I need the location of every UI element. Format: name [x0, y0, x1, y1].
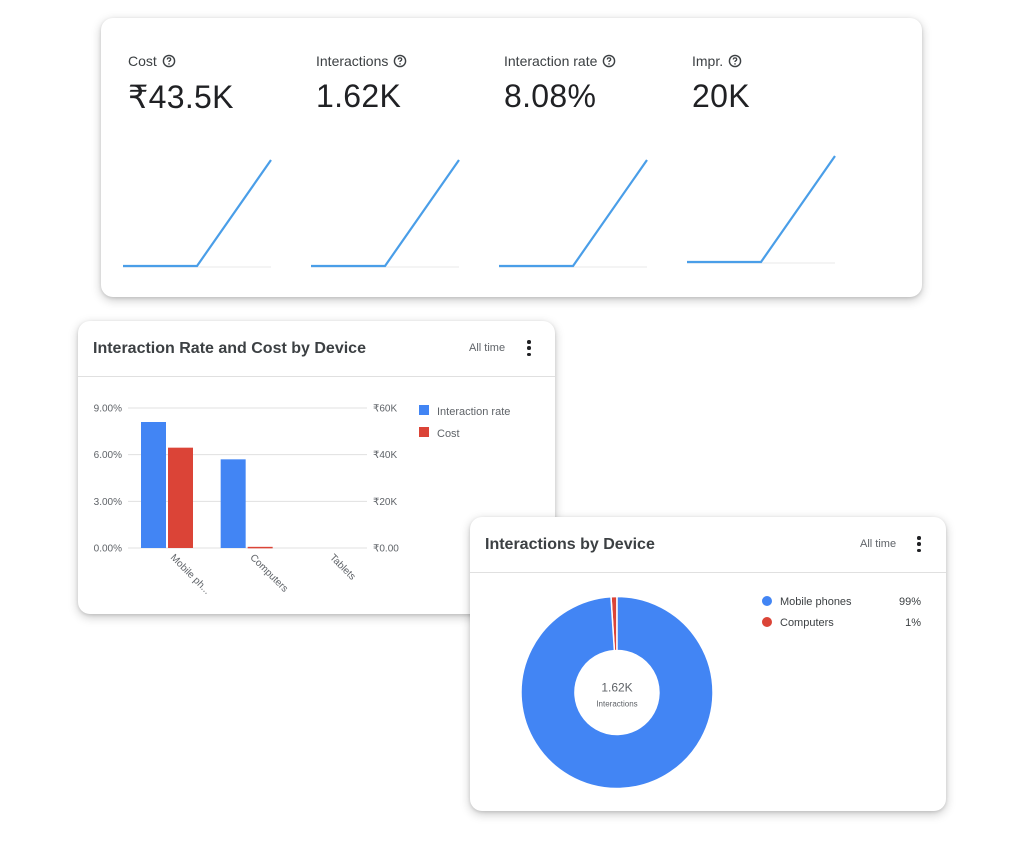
y-right-tick-label: ₹60K	[373, 404, 397, 415]
legend-label: Cost	[437, 428, 460, 440]
sparkline-line	[499, 159, 648, 268]
y-left-tick-label: 6.00%	[94, 450, 122, 461]
help-icon[interactable]	[162, 54, 176, 68]
help-icon[interactable]	[393, 54, 407, 68]
x-tick-label: Tablets	[327, 552, 357, 582]
sparkline-interaction-rate	[499, 159, 648, 268]
sparkline-line	[123, 159, 272, 268]
donut-slice	[520, 595, 714, 790]
kpi-label: Cost	[128, 53, 157, 69]
sparkline-line	[311, 159, 460, 268]
legend-dot	[762, 596, 772, 606]
legend-value: 99%	[899, 596, 921, 608]
bar-cost	[247, 546, 273, 549]
y-left-tick-label: 0.00%	[94, 544, 122, 555]
y-left-tick-label: 9.00%	[94, 404, 122, 415]
kpi-label: Impr.	[692, 53, 724, 69]
kpi-label-wrap: Cost	[128, 53, 176, 69]
legend-label: Computers	[780, 617, 834, 629]
legend-label: Interaction rate	[437, 406, 510, 418]
interactions-by-device-card: Interactions by Device All time 1.62K Int…	[470, 517, 946, 811]
sparkline-interactions	[311, 159, 460, 268]
card-title: Interaction Rate and Cost by Device	[93, 340, 366, 357]
kpi-value: 8.08%	[504, 78, 597, 114]
legend-value: 1%	[905, 617, 921, 629]
y-right-tick-label: ₹20K	[373, 497, 397, 508]
kpi-interaction-rate[interactable]: Interaction rate 8.08%	[499, 18, 684, 297]
kpi-label-wrap: Interaction rate	[504, 53, 616, 69]
legend-swatch	[419, 405, 429, 415]
x-tick-label: Computers	[248, 552, 290, 594]
kpi-value: 1.62K	[316, 78, 402, 114]
y-left-tick-label: 3.00%	[94, 497, 122, 508]
more-vert-icon[interactable]	[914, 535, 924, 553]
y-right-tick-label: ₹40K	[373, 450, 397, 461]
sparkline-cost	[123, 159, 272, 268]
date-range-button[interactable]: All time	[469, 342, 506, 354]
kpi-label-wrap: Interactions	[316, 53, 407, 69]
y-right-tick-label: ₹0.00	[373, 544, 399, 555]
kpi-cost[interactable]: Cost ₹43.5K	[123, 18, 308, 297]
kpi-interactions[interactable]: Interactions 1.62K	[311, 18, 496, 297]
date-range-button[interactable]: All time	[860, 538, 897, 550]
kpi-value: ₹43.5K	[128, 79, 234, 115]
bar-cost	[168, 447, 193, 548]
kpi-scorecard-card: Cost ₹43.5K Interactions 1.62K Interacti…	[101, 18, 922, 297]
more-vert-icon[interactable]	[524, 339, 534, 357]
legend-label: Mobile phones	[780, 596, 852, 608]
donut-center-label: Interactions	[596, 700, 637, 709]
donut-center-value: 1.62K	[601, 681, 632, 695]
bar-interaction-rate	[141, 422, 166, 548]
sparkline-impressions	[687, 155, 836, 264]
kpi-impressions[interactable]: Impr. 20K	[687, 18, 872, 297]
help-icon[interactable]	[728, 54, 742, 68]
kpi-label: Interaction rate	[504, 53, 598, 69]
bar-chart: 0.00% ₹0.00 3.00% ₹20K 6.00% ₹40K 9.00% ₹60K Mob…	[94, 404, 511, 597]
legend-swatch	[419, 427, 429, 437]
card-title: Interactions by Device	[485, 536, 655, 553]
card-header: Interaction Rate and Cost by Device All …	[78, 321, 555, 377]
x-tick-label: Mobile ph...	[168, 552, 212, 596]
kpi-label: Interactions	[316, 53, 389, 69]
donut-chart: 1.62K Interactions Mobile phones 99% Compute…	[520, 595, 921, 790]
kpi-label-wrap: Impr.	[692, 53, 742, 69]
card-header: Interactions by Device All time	[470, 517, 946, 573]
kpi-value: 20K	[692, 78, 750, 114]
legend-dot	[762, 617, 772, 627]
sparkline-line	[687, 155, 836, 264]
bar-interaction-rate	[220, 459, 246, 548]
help-icon[interactable]	[602, 54, 616, 68]
